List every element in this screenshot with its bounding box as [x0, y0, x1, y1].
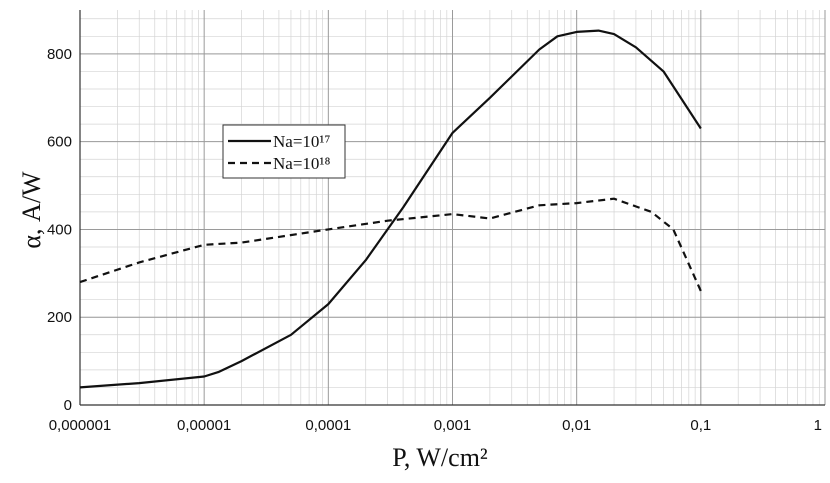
x-tick-label: 0,00001 [177, 417, 231, 434]
x-tick-label: 0,001 [434, 417, 472, 434]
y-tick-label: 400 [47, 221, 72, 238]
y-tick-label: 0 [64, 397, 72, 414]
x-tick-label: 0,1 [690, 417, 711, 434]
x-axis-title: P, W/cm² [392, 443, 488, 472]
x-tick-label: 0,01 [562, 417, 591, 434]
legend-label: Na=10¹⁸ [273, 154, 331, 173]
y-axis-title: α, A/W [17, 171, 46, 249]
data-line [79, 197, 702, 292]
y-tick-label: 600 [47, 134, 72, 151]
x-tick-label: 0,0001 [305, 417, 351, 434]
x-tick-label: 0,000001 [49, 417, 112, 434]
y-tick-label: 200 [47, 309, 72, 326]
y-tick-label: 800 [47, 46, 72, 63]
legend-box [222, 124, 346, 179]
x-tick-label: 1 [814, 417, 822, 434]
legend-label: Na=10¹⁷ [273, 132, 331, 151]
data-line [79, 29, 702, 389]
